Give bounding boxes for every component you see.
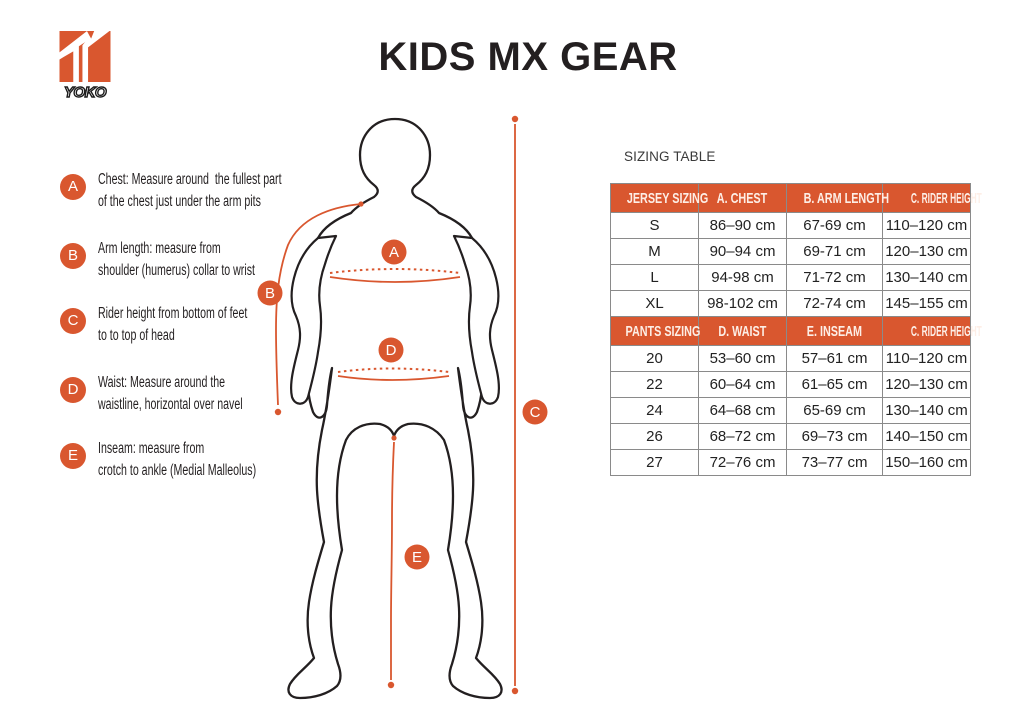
svg-text:E: E bbox=[412, 549, 422, 566]
svg-text:C: C bbox=[530, 404, 541, 421]
svg-text:A: A bbox=[389, 244, 399, 261]
svg-text:D: D bbox=[386, 342, 397, 359]
svg-text:B: B bbox=[265, 285, 275, 302]
